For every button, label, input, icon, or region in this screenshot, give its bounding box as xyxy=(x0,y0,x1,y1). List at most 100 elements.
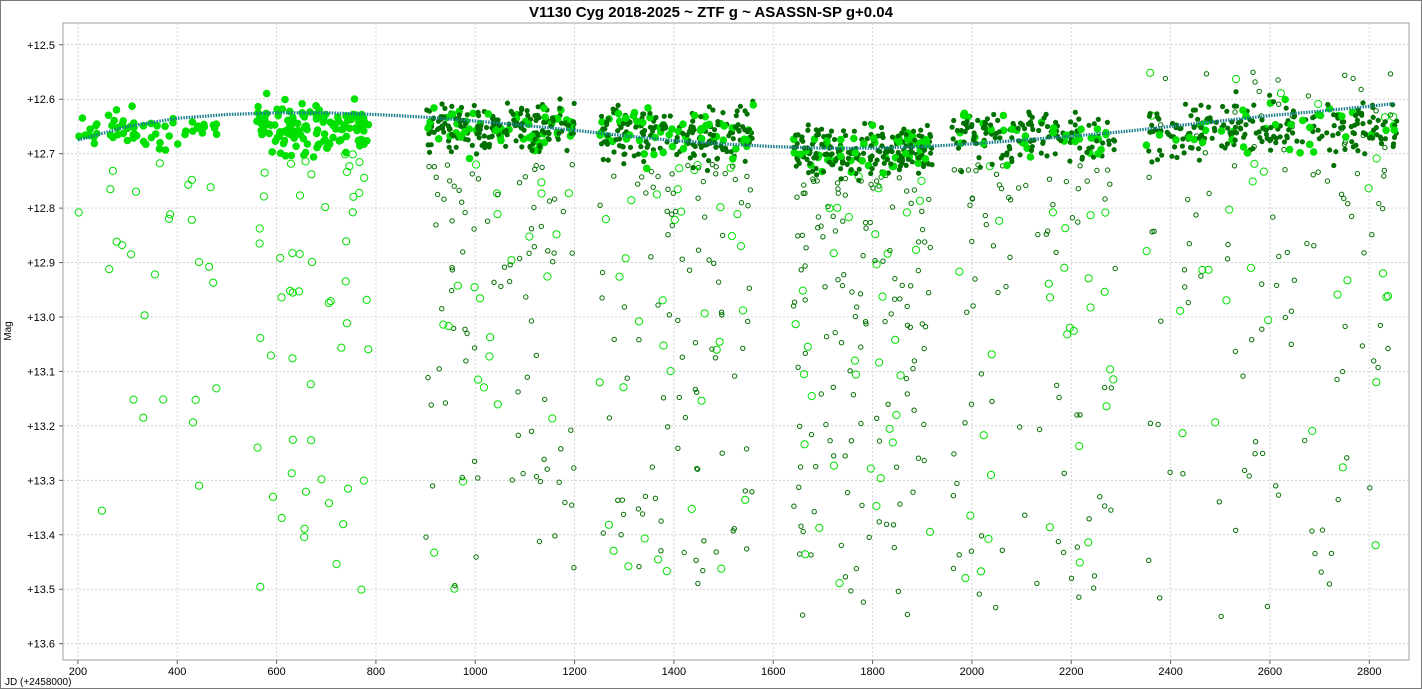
data-point xyxy=(810,168,816,174)
dense-points xyxy=(75,89,1400,183)
faint-data-point xyxy=(342,319,351,328)
data-point xyxy=(266,121,275,129)
faint-data-point xyxy=(259,192,268,201)
data-point xyxy=(497,136,505,145)
faint-data-point xyxy=(537,189,546,198)
data-point xyxy=(517,111,524,117)
faint-data-point xyxy=(1045,293,1055,302)
faint-data-point xyxy=(1069,215,1076,221)
faint-data-point xyxy=(1367,485,1373,491)
data-point xyxy=(1164,129,1170,135)
data-point xyxy=(730,136,736,142)
faint-data-point xyxy=(662,567,671,576)
faint-data-point xyxy=(300,524,309,533)
faint-data-point xyxy=(796,484,802,490)
faint-data-point xyxy=(951,167,957,173)
data-point xyxy=(1181,150,1187,156)
faint-data-point xyxy=(1288,308,1295,314)
data-point xyxy=(699,124,707,133)
data-point xyxy=(1251,102,1257,108)
data-point xyxy=(1209,135,1215,141)
faint-data-point xyxy=(339,520,348,529)
data-point xyxy=(850,134,858,143)
faint-data-point xyxy=(1259,326,1265,332)
data-point xyxy=(1169,120,1176,127)
faint-data-point xyxy=(471,345,478,351)
faint-data-point xyxy=(1232,109,1238,115)
faint-data-point xyxy=(1282,167,1288,173)
data-point xyxy=(600,126,606,132)
faint-data-point xyxy=(791,299,798,305)
faint-data-point xyxy=(950,493,957,499)
data-point xyxy=(1264,135,1270,142)
data-point xyxy=(884,156,891,163)
faint-data-point xyxy=(1291,277,1298,283)
faint-data-point xyxy=(342,237,351,246)
faint-data-point xyxy=(669,211,675,217)
faint-data-point xyxy=(964,309,970,315)
data-point xyxy=(1270,99,1277,105)
data-point xyxy=(556,130,562,136)
data-point xyxy=(1273,135,1279,141)
faint-data-point xyxy=(194,258,204,267)
data-point xyxy=(680,130,686,136)
data-point xyxy=(545,129,551,135)
faint-data-point xyxy=(1060,549,1067,556)
data-point xyxy=(1331,123,1337,129)
faint-data-point xyxy=(1193,212,1199,218)
data-point xyxy=(465,154,474,163)
data-point xyxy=(1309,148,1318,156)
data-point xyxy=(1178,125,1184,131)
faint-data-point xyxy=(666,312,672,318)
faint-data-point xyxy=(456,187,462,194)
faint-data-point xyxy=(1198,265,1207,275)
data-point xyxy=(540,138,549,147)
data-point xyxy=(901,126,907,132)
faint-data-point xyxy=(655,302,661,308)
faint-data-point xyxy=(600,530,606,536)
data-point xyxy=(92,121,100,130)
data-point xyxy=(1038,150,1044,156)
faint-data-point xyxy=(863,321,869,327)
faint-data-point xyxy=(660,395,667,401)
data-point xyxy=(811,155,817,161)
faint-data-point xyxy=(820,234,826,240)
data-point xyxy=(1390,126,1399,134)
faint-data-point xyxy=(850,392,857,398)
data-point xyxy=(848,167,854,173)
faint-data-point xyxy=(536,538,543,545)
faint-data-point xyxy=(987,350,996,359)
faint-data-point xyxy=(475,176,482,182)
faint-data-point xyxy=(1246,473,1252,479)
data-point xyxy=(86,125,94,133)
faint-data-point xyxy=(1344,455,1350,461)
faint-data-point xyxy=(791,503,797,509)
faint-data-point xyxy=(1302,437,1308,444)
data-point xyxy=(596,131,604,139)
data-point xyxy=(999,111,1008,120)
data-point xyxy=(882,149,889,155)
data-point xyxy=(1335,131,1341,137)
faint-data-point xyxy=(687,504,696,513)
faint-data-point xyxy=(523,294,529,300)
data-point xyxy=(483,124,490,131)
faint-data-point xyxy=(850,356,860,365)
faint-data-point xyxy=(506,278,513,285)
faint-data-point xyxy=(853,565,859,572)
data-point xyxy=(320,130,329,138)
y-tick-label: +12.9 xyxy=(27,258,55,270)
faint-data-point xyxy=(636,563,642,570)
faint-data-point xyxy=(1252,439,1259,445)
faint-data-point xyxy=(256,333,265,343)
faint-data-point xyxy=(188,418,198,427)
data-point xyxy=(511,117,517,123)
faint-data-point xyxy=(300,532,309,542)
data-point xyxy=(697,134,706,143)
faint-data-point xyxy=(854,304,860,310)
data-point xyxy=(869,134,878,143)
faint-data-point xyxy=(1312,550,1318,557)
data-point xyxy=(123,136,132,145)
data-point xyxy=(1067,158,1073,164)
data-point xyxy=(1315,127,1321,133)
